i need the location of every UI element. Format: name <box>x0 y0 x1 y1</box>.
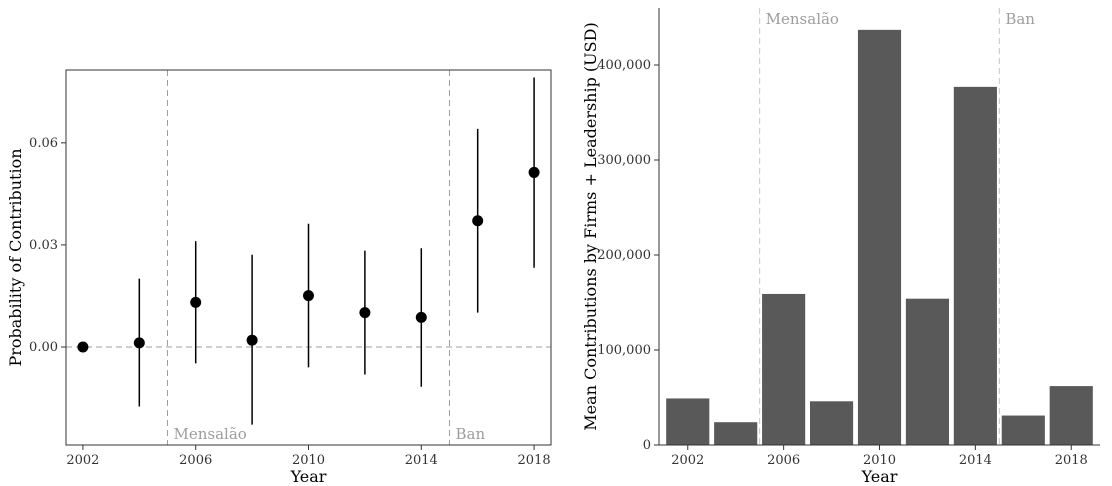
estimate-point-2004 <box>133 337 145 349</box>
x-axis-title: Year <box>290 467 327 486</box>
x-tick-label-2010: 2010 <box>292 453 325 468</box>
x-tick-label-2002: 2002 <box>66 453 99 468</box>
bar-2014 <box>953 86 997 445</box>
event-label-1: Ban <box>1005 10 1035 28</box>
bar-2016 <box>1001 415 1045 445</box>
y-tick-label-1: 100,000 <box>597 343 651 358</box>
y-tick-label-4: 400,000 <box>597 58 651 73</box>
y-tick-label-2: 200,000 <box>597 248 651 263</box>
estimate-point-2002 <box>77 341 89 353</box>
estimate-point-2006 <box>190 296 202 308</box>
bar-2018 <box>1049 386 1093 445</box>
event-label-0: Mensalão <box>174 425 247 443</box>
y-tick-label-2: 0.06 <box>29 136 58 151</box>
x-tick-label-2002: 2002 <box>671 453 704 468</box>
x-tick-label-2018: 2018 <box>518 453 551 468</box>
estimate-point-2012 <box>359 307 371 319</box>
x-tick-label-2010: 2010 <box>863 453 896 468</box>
x-tick-label-2018: 2018 <box>1055 453 1088 468</box>
bar-2006 <box>762 293 806 445</box>
event-label-0: Mensalão <box>766 10 839 28</box>
estimate-point-2008 <box>246 334 258 346</box>
x-axis-title: Year <box>861 467 898 486</box>
y-tick-label-1: 0.03 <box>29 238 58 253</box>
bar-2004 <box>714 422 758 445</box>
estimate-point-2018 <box>528 166 540 178</box>
estimate-point-2014 <box>415 311 427 323</box>
estimate-point-2016 <box>472 215 484 227</box>
x-tick-label-2006: 2006 <box>179 453 212 468</box>
y-tick-label-0: 0 <box>643 438 651 453</box>
bar-2002 <box>666 398 710 445</box>
bar-2010 <box>857 29 902 445</box>
bar-2008 <box>809 401 854 445</box>
x-tick-label-2006: 2006 <box>767 453 800 468</box>
y-axis-title: Mean Contributions by Firms + Leadership… <box>581 22 600 430</box>
event-label-1: Ban <box>455 425 485 443</box>
y-tick-label-3: 300,000 <box>597 153 651 168</box>
bar-2012 <box>905 298 950 445</box>
y-tick-label-0: 0.00 <box>29 340 58 355</box>
x-tick-label-2014: 2014 <box>959 453 992 468</box>
x-tick-label-2014: 2014 <box>405 453 438 468</box>
contributions-panel: Mensalão Ban 2002 2006 2010 2014 2018 0 100,000 2… <box>581 8 1100 486</box>
estimate-point-2010 <box>303 290 314 302</box>
probability-panel: Mensalão Ban 2002 2006 2010 2014 2018 0.00 0.03 0… <box>6 69 552 486</box>
y-axis-title: Probability of Contribution <box>6 148 25 366</box>
